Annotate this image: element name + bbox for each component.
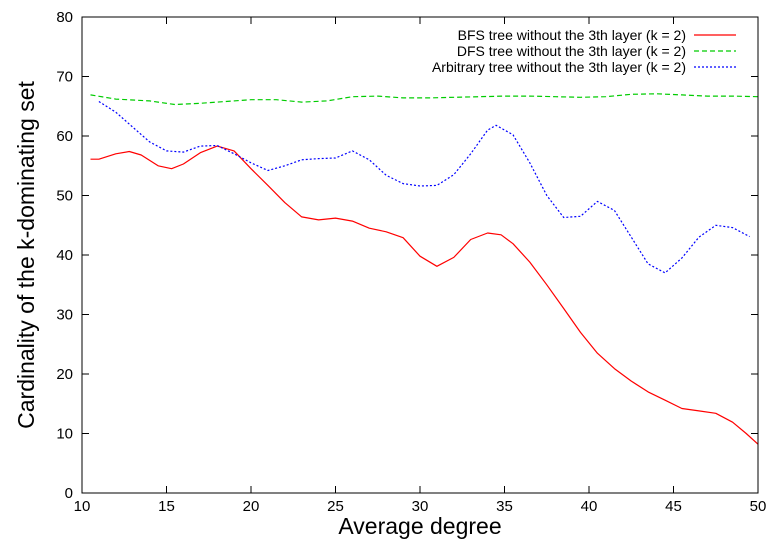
x-tick-label: 10 — [74, 498, 91, 515]
legend: BFS tree without the 3th layer (k = 2)DF… — [432, 27, 736, 75]
x-tick-label: 50 — [750, 498, 767, 515]
legend-label-1: BFS tree without the 3th layer (k = 2) — [458, 27, 686, 43]
y-tick-label: 80 — [56, 9, 73, 26]
series-layer — [90, 93, 759, 445]
y-tick-label: 60 — [56, 128, 73, 145]
y-tick-label: 40 — [56, 247, 73, 264]
y-tick-label: 50 — [56, 188, 73, 205]
series-line-2 — [90, 93, 759, 106]
x-tick-label: 35 — [496, 498, 513, 515]
x-tick-label: 45 — [665, 498, 682, 515]
x-tick-label: 15 — [158, 498, 175, 515]
y-tick-label: 20 — [56, 366, 73, 383]
plot-frame — [81, 16, 759, 494]
legend-label-2: DFS tree without the 3th layer (k = 2) — [457, 43, 686, 59]
legend-label-3: Arbitrary tree without the 3th layer (k … — [432, 59, 686, 75]
y-axis-label: Cardinality of the k-dominating set — [13, 81, 39, 429]
series-line-1 — [90, 145, 759, 445]
y-tick-label: 70 — [56, 69, 73, 86]
x-tick-label: 40 — [581, 498, 598, 515]
x-tick-label: 20 — [243, 498, 260, 515]
y-tick-label: 10 — [56, 426, 73, 443]
y-tick-label: 0 — [65, 485, 73, 502]
y-tick-label: 30 — [56, 307, 73, 324]
series-line-3 — [98, 100, 750, 274]
x-tick-label: 25 — [327, 498, 344, 515]
x-axis-label: Average degree — [338, 513, 501, 539]
x-tick-label: 30 — [412, 498, 429, 515]
